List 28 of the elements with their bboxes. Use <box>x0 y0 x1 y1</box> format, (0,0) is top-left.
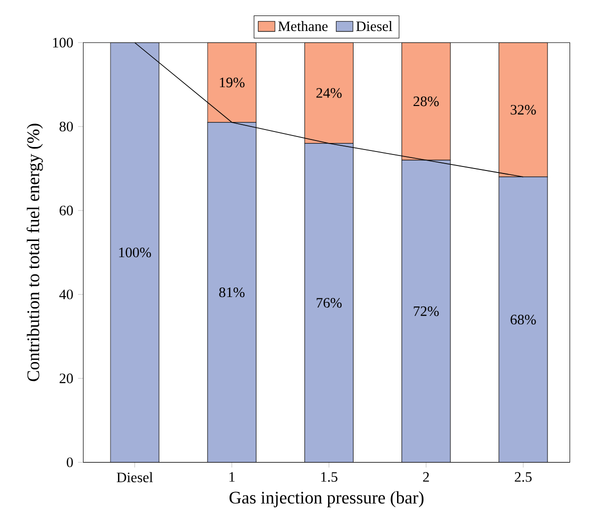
data-label: 76% <box>316 298 342 308</box>
legend-label: Methane <box>278 20 328 32</box>
y-axis-title: Contribution to total fuel energy (%) <box>26 124 43 382</box>
y-tick-label: 0 <box>66 457 73 468</box>
data-label: 100% <box>119 248 151 258</box>
data-label: 19% <box>220 78 245 88</box>
y-tick-label: 20 <box>60 373 73 384</box>
x-tick-label: 2.5 <box>514 472 532 482</box>
bar <box>207 42 256 123</box>
data-label: 72% <box>414 306 439 316</box>
x-tick-label: 1.5 <box>321 472 338 482</box>
y-tick-label: 80 <box>60 122 73 132</box>
data-label: 81% <box>219 287 245 298</box>
y-tick-label: 60 <box>60 206 73 216</box>
bar <box>304 42 354 144</box>
x-tick-label: 2 <box>423 472 429 482</box>
data-label: 24% <box>316 88 342 98</box>
legend-label: Diesel <box>356 20 392 32</box>
y-tick-label: 100 <box>53 38 73 48</box>
data-label: 32% <box>510 104 536 115</box>
x-axis-title: Gas injection pressure (bar) <box>230 491 424 508</box>
y-tick-label: 40 <box>59 289 73 300</box>
x-tick-label: Diesel <box>116 472 153 482</box>
bar <box>402 42 451 160</box>
x-tick-label: 1 <box>230 472 235 482</box>
data-label: 28% <box>414 96 439 106</box>
data-label: 68% <box>510 314 536 324</box>
bar <box>498 42 548 178</box>
